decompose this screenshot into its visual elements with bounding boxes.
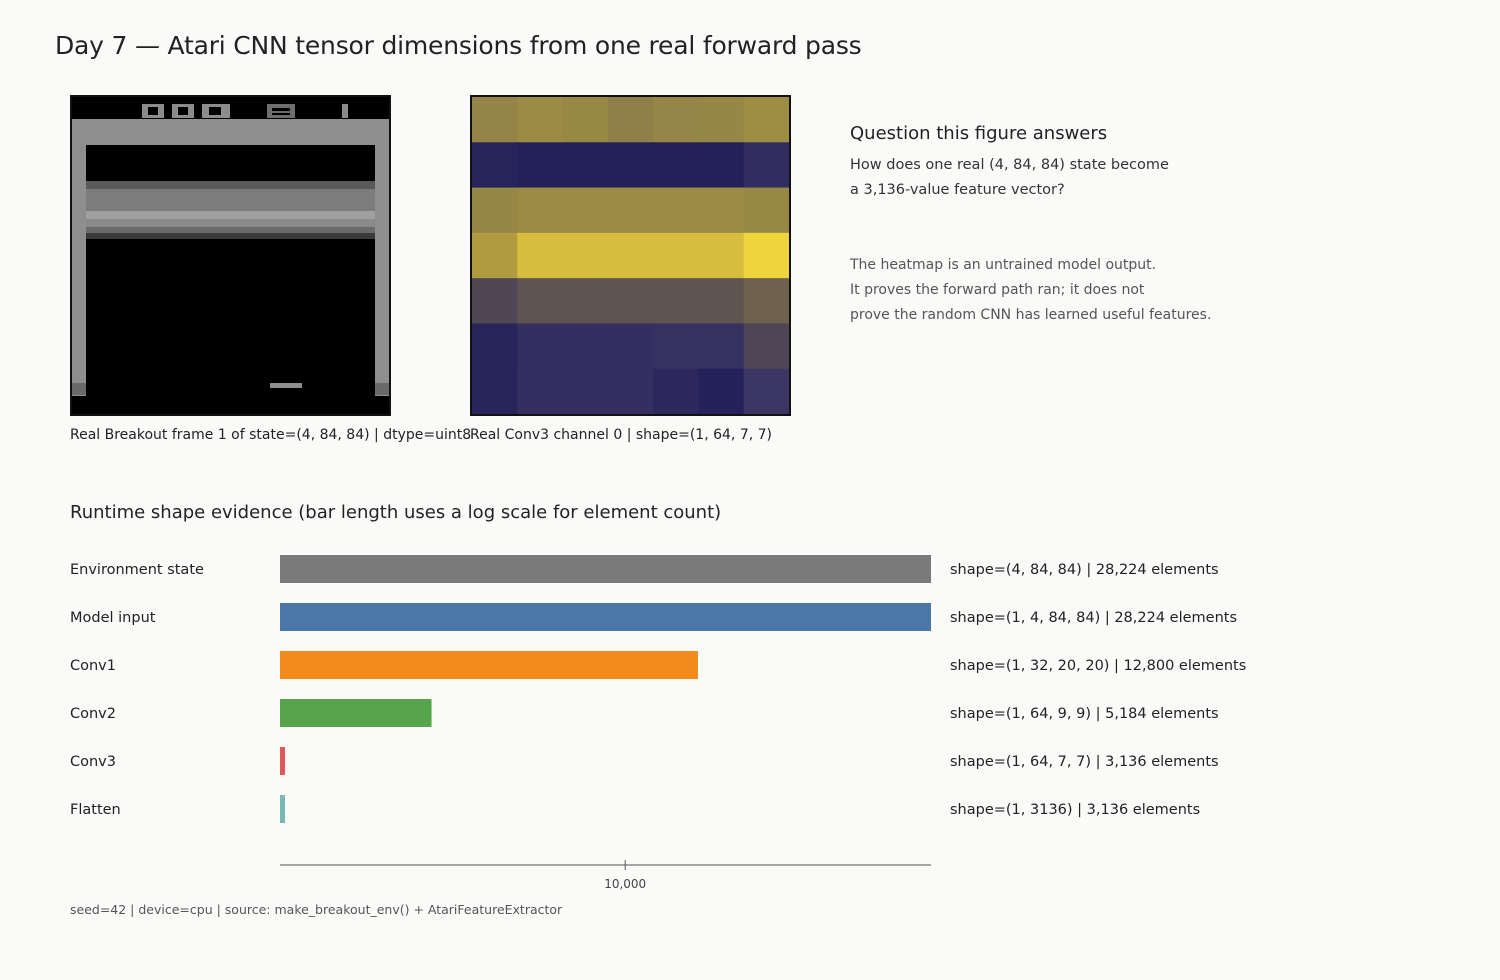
heatmap-cell	[607, 232, 654, 279]
bar	[280, 555, 931, 583]
heatmap-cell	[517, 323, 564, 370]
bar-category-label: Conv1	[70, 658, 116, 674]
conv3-heatmap-grid	[472, 97, 789, 414]
note-line: prove the random CNN has learned useful …	[850, 307, 1212, 323]
heatmap-cell	[653, 97, 699, 143]
heatmap-cell	[562, 232, 609, 279]
heatmap-cell	[653, 232, 699, 279]
heatmap-cell	[743, 97, 789, 143]
question-line: a 3,136-value feature vector?	[850, 182, 1065, 198]
question-title: Question this figure answers	[850, 123, 1108, 144]
heatmap-caption: Real Conv3 channel 0 | shape=(1, 64, 7, …	[470, 427, 772, 443]
bar-value-label: shape=(4, 84, 84) | 28,224 elements	[950, 562, 1219, 578]
breakout-frame-drawing	[72, 97, 389, 414]
chart-title: Runtime shape evidence (bar length uses …	[70, 502, 722, 523]
bar	[280, 747, 285, 775]
bar	[280, 795, 285, 823]
heatmap-cell	[698, 187, 745, 234]
heatmap-cell	[517, 97, 564, 143]
heatmap-cell	[698, 323, 745, 370]
heatmap-cell	[653, 323, 699, 370]
note-line: The heatmap is an untrained model output…	[850, 257, 1157, 273]
heatmap-cell	[743, 187, 789, 234]
heatmap-cell	[698, 278, 745, 324]
heatmap-cell	[472, 142, 518, 189]
heatmap-cell	[472, 232, 518, 279]
bar	[280, 699, 432, 727]
heatmap-cell	[607, 278, 654, 324]
bar-value-label: shape=(1, 32, 20, 20) | 12,800 elements	[950, 658, 1246, 674]
heatmap-cell	[698, 97, 745, 143]
heatmap-cell	[562, 278, 609, 324]
heatmap-cell	[562, 97, 609, 143]
footer-note: seed=42 | device=cpu | source: make_brea…	[70, 902, 563, 917]
heatmap-cell	[517, 368, 564, 414]
bar	[280, 651, 698, 679]
heatmap-cell	[472, 278, 518, 324]
score-digits	[142, 104, 348, 118]
heatmap-cell	[743, 142, 789, 189]
heatmap-cell	[653, 368, 699, 414]
bar-value-label: shape=(1, 64, 9, 9) | 5,184 elements	[950, 706, 1219, 722]
heatmap-cell	[562, 187, 609, 234]
heatmap-cell	[607, 97, 654, 143]
heatmap-cell	[517, 278, 564, 324]
question-line: How does one real (4, 84, 84) state beco…	[850, 157, 1169, 173]
heatmap-cell	[743, 278, 789, 324]
heatmap-cell	[653, 187, 699, 234]
bar-value-label: shape=(1, 3136) | 3,136 elements	[950, 802, 1200, 818]
heatmap-cell	[698, 368, 745, 414]
heatmap-cell	[472, 323, 518, 370]
heatmap-cell	[472, 368, 518, 414]
bar-category-label: Model input	[70, 610, 156, 626]
bar	[280, 603, 931, 631]
heatmap-cell	[607, 368, 654, 414]
heatmap-cell	[607, 142, 654, 189]
heatmap-cell	[517, 187, 564, 234]
page-title: Day 7 — Atari CNN tensor dimensions from…	[55, 31, 862, 60]
heatmap-cell	[517, 232, 564, 279]
heatmap-cell	[472, 187, 518, 234]
heatmap-cell	[653, 142, 699, 189]
heatmap-cell	[743, 232, 789, 279]
bar-category-label: Flatten	[70, 802, 121, 818]
heatmap-cell	[698, 232, 745, 279]
bar-category-label: Conv2	[70, 706, 116, 722]
bar-category-label: Environment state	[70, 562, 204, 578]
bar-value-label: shape=(1, 64, 7, 7) | 3,136 elements	[950, 754, 1219, 770]
heatmap-cell	[743, 323, 789, 370]
frame-caption: Real Breakout frame 1 of state=(4, 84, 8…	[70, 427, 472, 443]
heatmap-cell	[562, 323, 609, 370]
bar-value-label: shape=(1, 4, 84, 84) | 28,224 elements	[950, 610, 1237, 626]
heatmap-cell	[607, 323, 654, 370]
heatmap-cell	[562, 368, 609, 414]
heatmap-cell	[607, 187, 654, 234]
heatmap-cell	[562, 142, 609, 189]
heatmap-cell	[698, 142, 745, 189]
conv3-heatmap	[470, 95, 791, 416]
heatmap-cell	[653, 278, 699, 324]
paddle	[270, 383, 302, 388]
heatmap-cell	[743, 368, 789, 414]
heatmap-cell	[472, 97, 518, 143]
bar-category-label: Conv3	[70, 754, 116, 770]
breakout-frame-image	[70, 95, 391, 416]
note-line: It proves the forward path ran; it does …	[850, 282, 1145, 298]
x-tick-label: 10,000	[604, 877, 646, 891]
heatmap-cell	[517, 142, 564, 189]
